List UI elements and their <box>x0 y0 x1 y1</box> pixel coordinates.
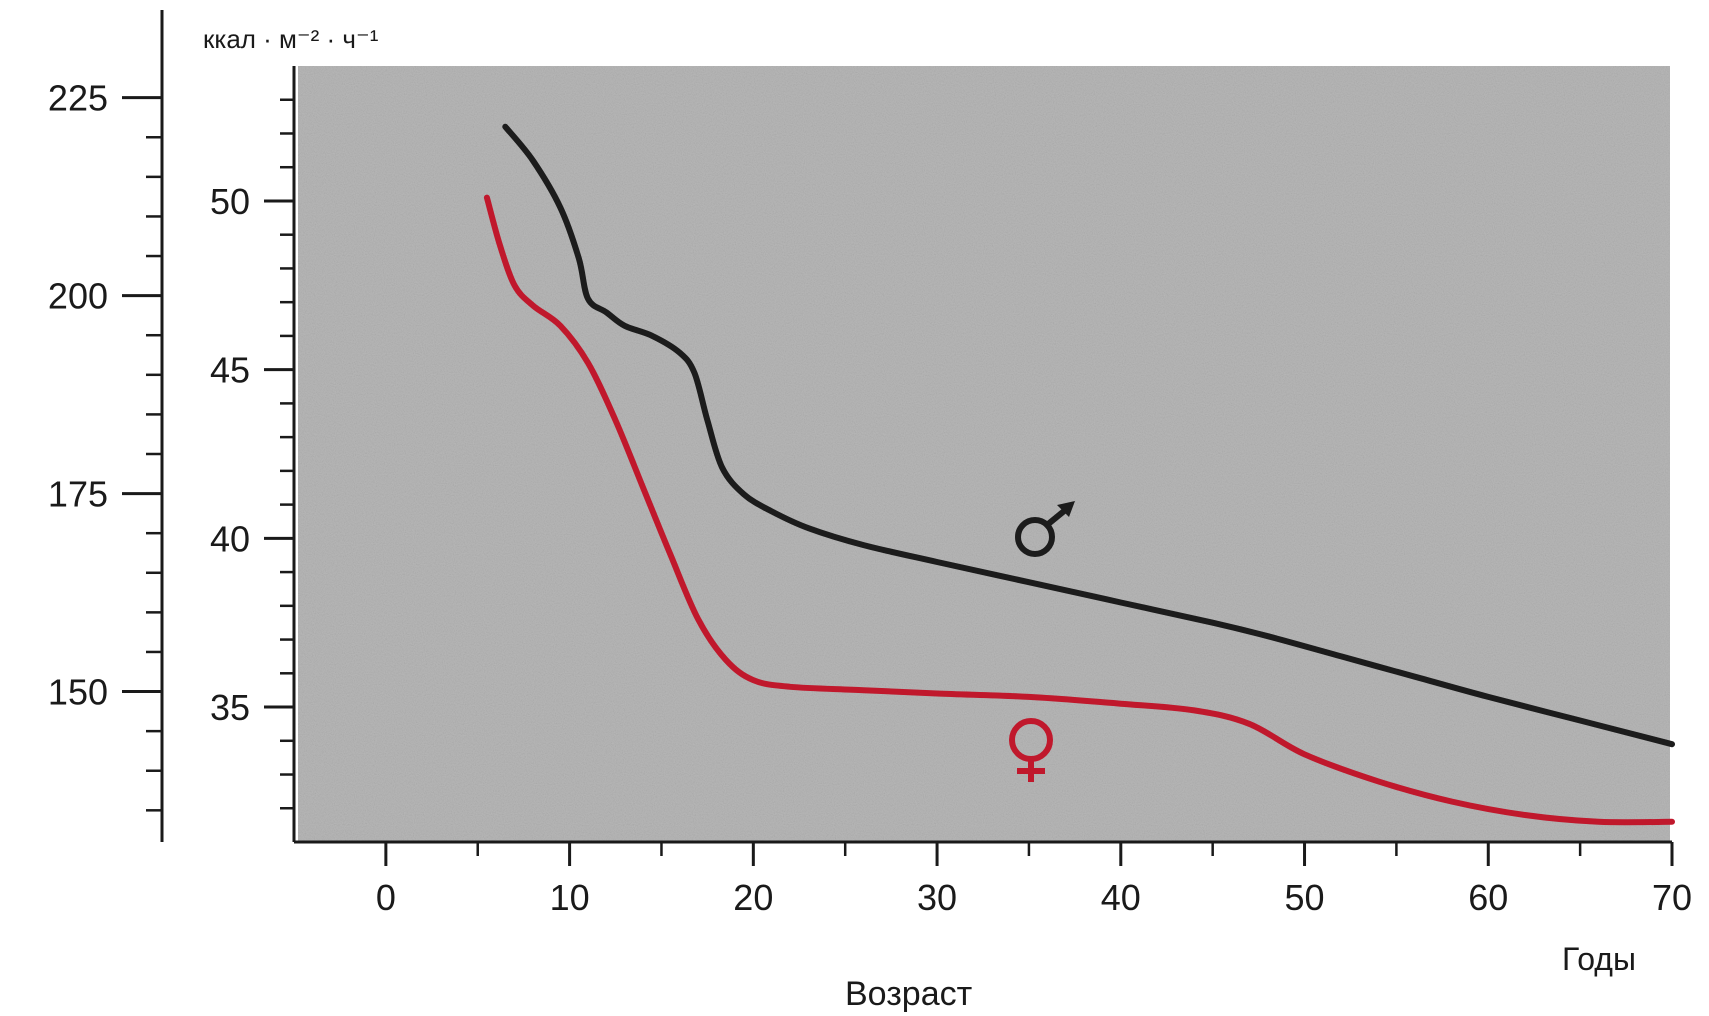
outer-y-tick-label: 225 <box>48 78 108 119</box>
outer-y-tick-label: 175 <box>48 474 108 515</box>
inner-y-tick-label: 35 <box>210 687 250 728</box>
inner-y-tick-label: 50 <box>210 181 250 222</box>
outer-y-tick-label: 150 <box>48 672 108 713</box>
x-tick-label: 20 <box>733 877 773 918</box>
female-symbol <box>1009 718 1053 782</box>
inner-y-tick-label: 45 <box>210 350 250 391</box>
axes <box>160 10 1672 844</box>
x-axis-label: Возраст <box>845 975 972 1013</box>
x-tick-label: 50 <box>1285 877 1325 918</box>
ticks <box>122 96 1674 866</box>
x-tick-label: 70 <box>1652 877 1692 918</box>
x-tick-label: 40 <box>1101 877 1141 918</box>
series-line-female <box>483 194 1675 826</box>
outer-y-tick-label: 200 <box>48 276 108 317</box>
male-symbol <box>1015 501 1075 557</box>
series-layer <box>483 123 1675 826</box>
x-tick-label: 0 <box>376 877 396 918</box>
inner-y-tick-label: 40 <box>210 518 250 559</box>
series-line-male <box>502 123 1675 748</box>
x-tick-label: 60 <box>1468 877 1508 918</box>
x-tick-label: 30 <box>917 877 957 918</box>
x-tick-label: 10 <box>550 877 590 918</box>
plot-area <box>298 66 1670 841</box>
tick-labels: 150 175 200 225 35 40 45 50 0 10 20 30 40 50 60 70 <box>48 78 1692 918</box>
right-axis-unit: ккал · м⁻² · ч⁻¹ <box>203 24 379 54</box>
x-unit-label: Годы <box>1562 941 1636 977</box>
